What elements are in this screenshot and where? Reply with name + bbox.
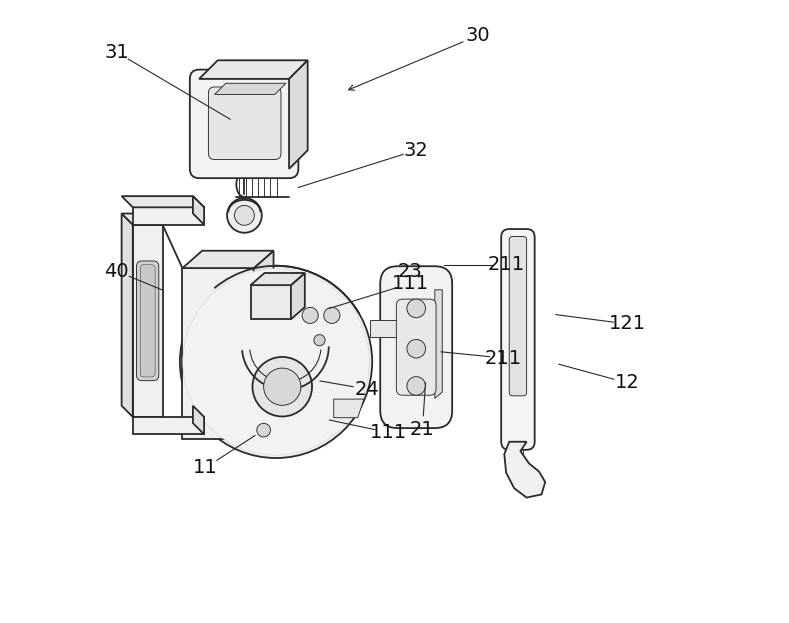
- Polygon shape: [291, 273, 305, 319]
- FancyBboxPatch shape: [509, 237, 526, 396]
- Polygon shape: [193, 406, 204, 434]
- Text: 111: 111: [370, 423, 407, 442]
- Polygon shape: [133, 207, 204, 225]
- Polygon shape: [251, 285, 291, 319]
- FancyBboxPatch shape: [396, 299, 436, 395]
- Polygon shape: [370, 320, 398, 337]
- Text: 24: 24: [354, 379, 379, 399]
- Polygon shape: [251, 273, 305, 285]
- Text: 21: 21: [410, 420, 435, 439]
- Circle shape: [407, 299, 425, 318]
- Polygon shape: [215, 83, 286, 95]
- Circle shape: [252, 357, 312, 416]
- FancyBboxPatch shape: [380, 266, 452, 428]
- Text: 23: 23: [398, 262, 422, 281]
- Text: 30: 30: [466, 26, 491, 45]
- Text: 211: 211: [488, 255, 525, 275]
- Circle shape: [323, 307, 340, 323]
- Polygon shape: [334, 399, 364, 417]
- Polygon shape: [435, 290, 443, 398]
- Circle shape: [302, 307, 318, 323]
- Text: 32: 32: [404, 141, 428, 159]
- Text: 111: 111: [391, 274, 428, 293]
- FancyBboxPatch shape: [136, 261, 159, 381]
- Text: 12: 12: [615, 373, 639, 392]
- Circle shape: [314, 335, 325, 346]
- Text: 31: 31: [104, 43, 129, 62]
- Polygon shape: [182, 250, 274, 268]
- Circle shape: [180, 266, 372, 458]
- Text: 11: 11: [193, 459, 218, 477]
- Circle shape: [264, 368, 301, 406]
- Polygon shape: [289, 60, 308, 169]
- Circle shape: [407, 377, 425, 395]
- FancyBboxPatch shape: [208, 87, 281, 159]
- Polygon shape: [193, 196, 204, 225]
- Circle shape: [407, 340, 425, 358]
- Polygon shape: [398, 315, 402, 337]
- Polygon shape: [122, 214, 163, 225]
- Polygon shape: [133, 417, 204, 434]
- FancyBboxPatch shape: [501, 229, 535, 450]
- Polygon shape: [504, 442, 545, 498]
- Polygon shape: [182, 268, 254, 439]
- Circle shape: [183, 269, 369, 455]
- Text: 40: 40: [104, 262, 129, 281]
- FancyBboxPatch shape: [190, 70, 298, 178]
- Text: 121: 121: [608, 315, 645, 333]
- Circle shape: [234, 206, 254, 226]
- Circle shape: [256, 423, 271, 437]
- FancyBboxPatch shape: [140, 265, 155, 377]
- Polygon shape: [122, 214, 133, 417]
- Circle shape: [227, 198, 262, 233]
- Polygon shape: [199, 60, 308, 79]
- Polygon shape: [122, 196, 204, 207]
- Polygon shape: [133, 225, 163, 417]
- Text: 211: 211: [484, 348, 522, 368]
- Polygon shape: [254, 250, 274, 439]
